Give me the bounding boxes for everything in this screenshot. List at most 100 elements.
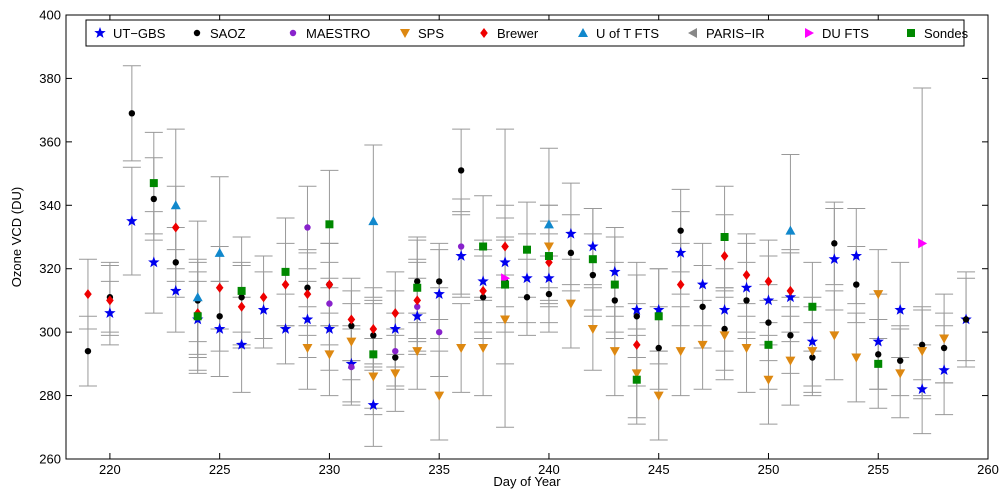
- saoz-point: [545, 290, 553, 298]
- sps-point: [368, 372, 379, 382]
- saoz-point: [172, 259, 179, 266]
- saoz-point: [457, 167, 465, 174]
- sondes-point: [808, 302, 817, 311]
- u-of-t-fts-point: [170, 200, 181, 210]
- brewer-point: [413, 295, 422, 306]
- brewer-point: [545, 257, 553, 268]
- saoz-point: [896, 357, 904, 364]
- sps-point: [565, 299, 576, 309]
- x-tick-label: 230: [319, 462, 341, 477]
- maestro-point: [457, 243, 465, 250]
- brewer-point: [764, 276, 773, 287]
- brewer-point: [720, 251, 729, 262]
- markers-layer: [84, 110, 972, 410]
- ut-gbs-point: [740, 281, 753, 293]
- saoz-point: [721, 325, 728, 333]
- sps-point: [807, 347, 818, 357]
- sps-point: [697, 340, 708, 350]
- ut-gbs-point: [609, 265, 621, 277]
- ut-gbs-point: [257, 303, 270, 315]
- brewer-point: [281, 279, 290, 290]
- x-tick-label: 220: [99, 462, 121, 477]
- saoz-point: [633, 313, 640, 320]
- brewer-point: [215, 282, 224, 293]
- u-of-t-fts-legend-marker: [578, 28, 588, 37]
- saoz-point: [150, 195, 158, 203]
- maestro-point: [348, 363, 355, 371]
- saoz-point: [809, 354, 816, 361]
- du-fts-legend-marker: [805, 28, 814, 38]
- ut-gbs-point: [894, 303, 906, 315]
- sps-point: [456, 344, 467, 353]
- sondes-point: [874, 359, 883, 368]
- sps-point: [939, 334, 950, 344]
- maestro-point: [326, 300, 333, 307]
- ut-gbs-point: [631, 303, 643, 315]
- ut-gbs-point: [213, 322, 226, 334]
- sondes-point: [764, 340, 773, 349]
- plot-area: [65, 14, 989, 460]
- ut-gbs-point: [587, 240, 599, 252]
- sps-legend-marker: [400, 29, 410, 38]
- brewer-point: [303, 289, 312, 300]
- ut-gbs-point: [389, 322, 401, 334]
- brewer-point: [369, 323, 378, 334]
- sondes-legend-marker: [907, 29, 915, 37]
- brewer-point: [501, 241, 509, 252]
- sondes-point: [193, 312, 202, 321]
- ut-gbs-point: [674, 246, 687, 258]
- x-tick-label: 225: [209, 462, 231, 477]
- sps-point: [741, 344, 752, 353]
- ut-gbs-point: [455, 250, 467, 261]
- y-tick-label: 320: [39, 261, 61, 276]
- sondes-point: [325, 220, 334, 229]
- ut-gbs-point: [872, 335, 884, 347]
- sps-point: [917, 347, 928, 357]
- sps-point: [412, 347, 423, 357]
- ut-gbs-point: [938, 364, 950, 376]
- brewer-point: [259, 292, 268, 303]
- brewer-point: [106, 295, 114, 306]
- saoz-point: [370, 332, 377, 339]
- y-tick-label: 300: [39, 325, 61, 340]
- maestro-legend-label: MAESTRO: [306, 26, 370, 41]
- saoz-point: [128, 110, 136, 117]
- ut-gbs-point: [916, 383, 928, 395]
- y-tick-label: 280: [39, 388, 61, 403]
- ut-gbs-legend-label: UT−GBS: [113, 26, 166, 41]
- brewer-point: [479, 285, 487, 296]
- brewer-legend-marker: [480, 28, 488, 38]
- saoz-point: [655, 344, 662, 352]
- sondes-point: [413, 283, 422, 292]
- y-tick-label: 260: [39, 452, 61, 467]
- ut-gbs-point: [301, 313, 314, 325]
- sps-point: [653, 391, 664, 401]
- u-of-t-fts-point: [214, 247, 225, 257]
- sps-point: [302, 344, 313, 353]
- sondes-point: [544, 252, 553, 261]
- sondes-legend-label: Sondes: [924, 26, 969, 41]
- sps-point: [500, 315, 511, 325]
- sondes-point: [479, 242, 488, 251]
- sondes-point: [369, 350, 378, 359]
- saoz-point: [589, 271, 597, 279]
- ut-gbs-point: [367, 399, 380, 410]
- legend: UT−GBS SAOZ MAESTRO SPS Brewer U of T FTS PARI…: [85, 19, 969, 47]
- ut-gbs-point: [521, 272, 533, 284]
- ut-gbs-point: [543, 272, 555, 284]
- ut-gbs-point: [104, 307, 116, 318]
- saoz-point: [918, 341, 926, 349]
- u-of-t-fts-point: [785, 225, 796, 235]
- x-tick-label: 250: [758, 462, 780, 477]
- y-axis-label: Ozone VCD (DU): [9, 187, 24, 287]
- ut-gbs-point: [148, 256, 160, 268]
- brewer-point: [325, 279, 334, 290]
- sps-point: [346, 337, 357, 347]
- sps-point: [829, 331, 840, 341]
- ut-gbs-point: [411, 310, 423, 322]
- paris-ir-legend-label: PARIS−IR: [706, 26, 765, 41]
- saoz-legend-label: SAOZ: [210, 26, 245, 41]
- sps-point: [478, 344, 489, 353]
- maestro-point: [392, 347, 399, 355]
- ut-gbs-point: [696, 278, 709, 290]
